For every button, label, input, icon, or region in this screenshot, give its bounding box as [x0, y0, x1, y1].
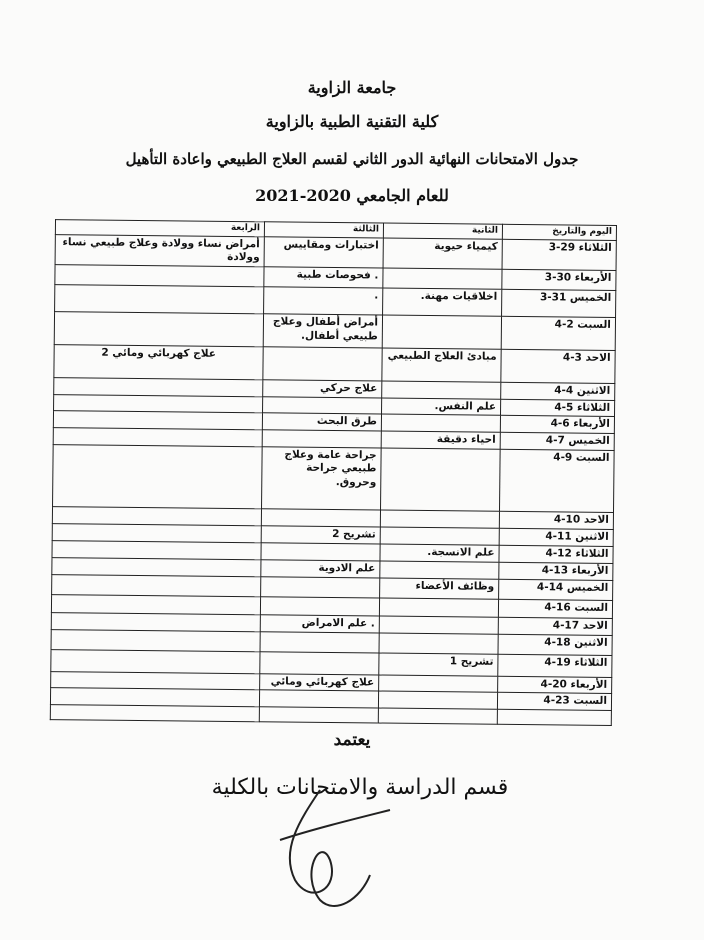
cell-second	[380, 447, 501, 511]
cell-second	[378, 691, 498, 710]
cell-third: طرق البحث	[262, 413, 382, 431]
cell-fourth	[54, 311, 264, 347]
cell-day: الاثنين 4-4	[500, 382, 615, 401]
cell-second: علم الانسجة.	[379, 543, 500, 562]
cell-fourth	[51, 612, 261, 632]
cell-fourth: أمراض نساء وولادة وعلاج طبيعي نساء وولاد…	[55, 234, 265, 267]
cell-third: علاج كهربائي ومائي	[259, 673, 379, 692]
cell-third	[259, 706, 379, 724]
cell-day: الاحد 3-4	[500, 349, 616, 384]
cell-fourth	[51, 557, 261, 577]
schedule-title: جدول الامتحانات النهائية الدور الثاني لق…	[125, 150, 579, 168]
cell-day: الأربعاء 30-3	[501, 269, 617, 291]
cell-day: الثلاثاء 12-4	[498, 544, 614, 564]
cell-third: . علم الامراض	[260, 614, 380, 633]
cell-third	[260, 576, 380, 598]
cell-second	[381, 414, 501, 433]
table-row: السبت 9-4 جراحة عامة وعلاج طبيعي جراحة وح…	[52, 444, 615, 513]
cell-fourth	[51, 594, 261, 615]
cell-third: .	[263, 286, 383, 316]
cell-second	[380, 509, 500, 528]
academic-year: للعام الجامعي 2020-2021	[255, 186, 449, 205]
cell-second	[382, 315, 502, 350]
cell-third: أمراض أطفال وعلاج طبيعي أطفال.	[263, 313, 383, 349]
cell-third	[262, 429, 382, 448]
cell-day: الاحد 17-4	[498, 616, 613, 636]
cell-third: اختبارات ومقاييس	[264, 236, 384, 269]
cell-fourth	[52, 444, 263, 509]
cell-second: وظائف الأعضاء	[379, 577, 499, 599]
cell-second	[378, 708, 498, 725]
college-name: كلية التقنية الطبية بالزاوية	[265, 112, 439, 131]
cell-second	[381, 381, 501, 399]
cell-second	[378, 674, 498, 693]
column-header-third: الثالثة	[264, 221, 384, 238]
cell-day: الخميس 14-4	[498, 578, 613, 601]
exam-table: اليوم والتاريخ الثانية الثالثة الرابعة ا…	[50, 219, 617, 726]
cell-second: احياء دقيقة	[381, 430, 501, 449]
signature	[279, 789, 391, 907]
cell-fourth	[52, 523, 262, 543]
cell-fourth: علاج كهربائي ومائي 2	[53, 344, 264, 380]
cell-second: كيمياء حيوية	[383, 237, 503, 270]
cell-fourth	[52, 506, 262, 526]
column-header-day-date: اليوم والتاريخ	[502, 224, 617, 241]
column-header-second: الثانية	[383, 223, 503, 239]
cell-second: اخلاقيات مهنة.	[382, 288, 502, 317]
cell-day: الثلاثاء 5-4	[500, 398, 615, 417]
cell-third	[259, 651, 380, 675]
cell-day: الأربعاء 13-4	[498, 561, 613, 581]
cell-day: الثلاثاء 19-4	[497, 653, 612, 678]
cell-day: الاثنين 18-4	[498, 633, 613, 656]
university-name: جامعة الزاوية	[307, 78, 397, 97]
cell-third: تشريح 2	[261, 525, 381, 544]
cell-day: الأربعاء 6-4	[500, 415, 615, 434]
cell-third: جراحة عامة وعلاج طبيعي جراحة وحروق.	[261, 446, 382, 510]
cell-third	[260, 631, 380, 653]
cell-third: علاج حركي	[262, 379, 382, 398]
cell-third	[260, 596, 380, 616]
cell-third	[260, 542, 381, 561]
cell-day: السبت 16-4	[498, 598, 613, 619]
cell-second	[379, 632, 499, 654]
approval-label: يعتمد	[333, 730, 371, 750]
cell-second	[382, 268, 503, 290]
cell-day: الخميس 31-3	[501, 289, 616, 318]
cell-day: السبت 9-4	[499, 448, 615, 513]
cell-third	[262, 396, 382, 415]
cell-day	[497, 709, 612, 726]
cell-day: الخميس 7-4	[500, 432, 615, 451]
cell-third	[262, 346, 383, 382]
cell-second	[379, 560, 499, 579]
cell-fourth	[54, 284, 264, 314]
cell-third: علم الادوية	[260, 559, 380, 578]
cell-day: الثلاثاء 29-3	[502, 238, 617, 271]
cell-day: الاحد 10-4	[499, 510, 614, 530]
cell-fourth	[51, 540, 262, 560]
cell-second	[379, 615, 499, 634]
cell-fourth	[54, 264, 265, 287]
department-name: قسم الدراسة والامتحانات بالكلية	[211, 775, 509, 800]
cell-day: السبت 23-4	[497, 692, 612, 711]
cell-fourth	[50, 687, 260, 707]
cell-second: تشريح 1	[378, 652, 499, 676]
cell-second: علم النفس.	[381, 397, 501, 416]
cell-fourth	[50, 704, 260, 722]
cell-day: الاثنين 11-4	[499, 527, 614, 547]
cell-second	[379, 597, 499, 617]
cell-second: مبادئ العلاج الطبيعي	[381, 348, 502, 383]
cell-third	[261, 508, 381, 527]
cell-fourth	[50, 649, 261, 674]
cell-day: السبت 2-4	[501, 316, 616, 351]
cell-third: . فحوصات طبية	[263, 266, 384, 289]
cell-fourth	[51, 629, 261, 652]
cell-second	[380, 526, 500, 545]
cell-fourth	[51, 574, 261, 597]
cell-day: الأربعاء 20-4	[497, 675, 612, 694]
cell-third	[259, 689, 379, 709]
